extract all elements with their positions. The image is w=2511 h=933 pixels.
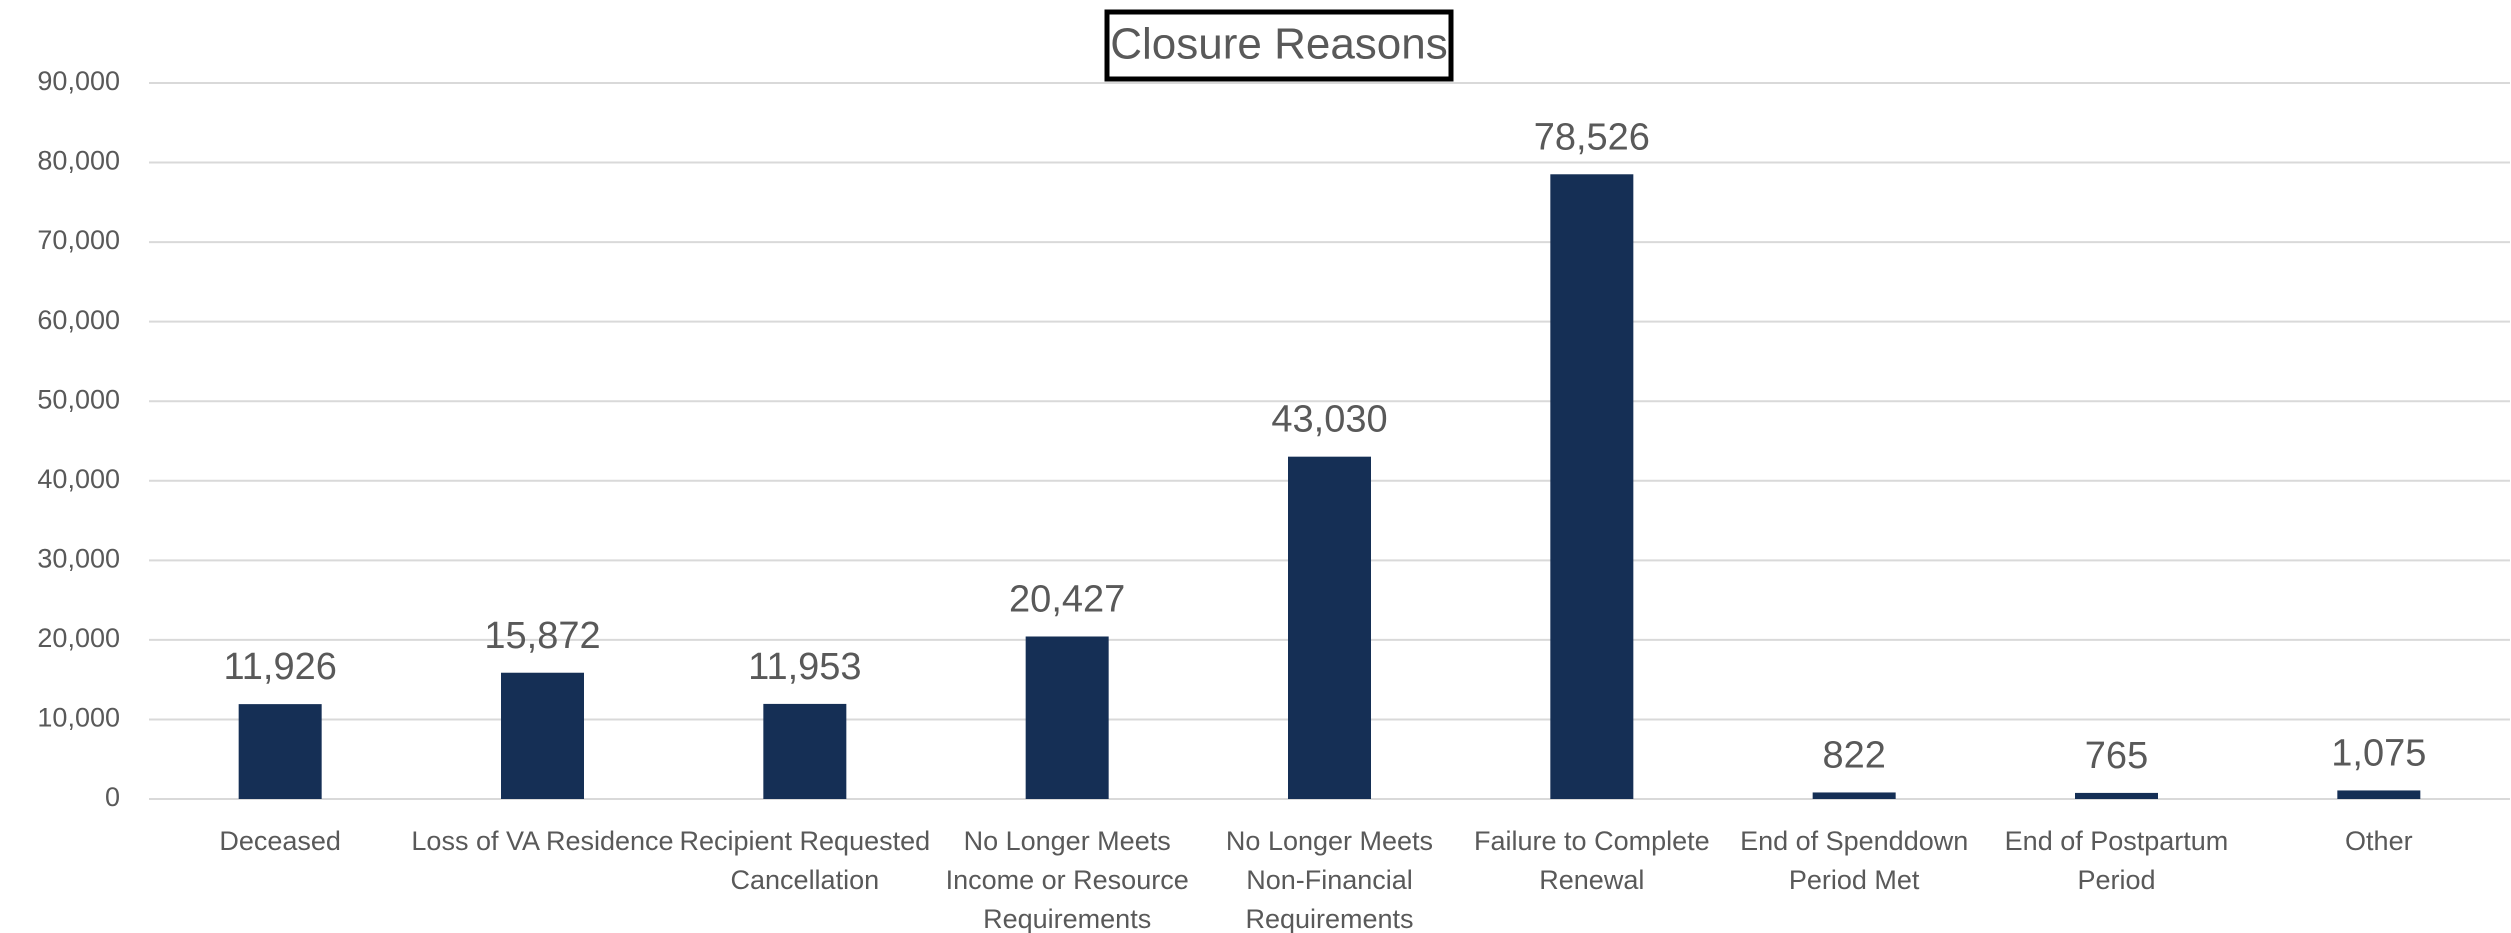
y-tick-label: 40,000 xyxy=(37,464,120,494)
bar xyxy=(1812,792,1896,799)
x-tick-label: No Longer Meets Non-Financial Requiremen… xyxy=(1225,826,1434,933)
x-tick-label: End of Spenddown Period Met xyxy=(1740,826,1969,895)
x-tick-label: Loss of VA Residence xyxy=(411,826,674,856)
bar xyxy=(2337,790,2421,799)
y-tick-label: 30,000 xyxy=(37,543,120,573)
y-tick-label: 10,000 xyxy=(37,703,120,733)
y-tick-label: 70,000 xyxy=(37,225,120,255)
data-label: 78,526 xyxy=(1534,116,1650,158)
y-tick-label: 60,000 xyxy=(37,305,120,335)
title-box xyxy=(1104,9,1454,82)
bar xyxy=(501,672,584,799)
bar xyxy=(2075,792,2158,799)
y-tick-label: 80,000 xyxy=(37,146,120,176)
bar xyxy=(1025,636,1109,799)
bar xyxy=(763,703,847,799)
x-tick-label: Other xyxy=(2345,826,2413,856)
bar xyxy=(1550,174,1634,799)
x-tick-label: Deceased xyxy=(219,826,341,856)
data-label: 822 xyxy=(1822,734,1885,776)
y-tick-label: 0 xyxy=(105,782,120,812)
bar xyxy=(238,704,322,799)
y-tick-label: 50,000 xyxy=(37,384,120,414)
data-label: 15,872 xyxy=(484,615,600,657)
x-tick-label: End of Postpartum Period xyxy=(2004,826,2229,895)
data-label: 11,953 xyxy=(748,646,861,688)
data-label: 43,030 xyxy=(1271,399,1387,441)
data-label: 765 xyxy=(2085,735,2148,777)
data-label: 1,075 xyxy=(2331,732,2426,774)
y-tick-label: 90,000 xyxy=(37,66,120,96)
data-label: 20,427 xyxy=(1009,579,1125,621)
chart-title: Closure Reasons xyxy=(1110,20,1448,69)
x-tick-label: No Longer Meets Income or Resource Requi… xyxy=(945,826,1189,933)
data-label: 11,926 xyxy=(223,646,336,688)
x-tick-label: Recipient Requested Cancellation xyxy=(679,826,931,895)
bar xyxy=(1288,456,1371,799)
x-tick-label: Failure to Complete Renewal xyxy=(1474,826,1710,895)
y-tick-label: 20,000 xyxy=(37,623,120,653)
